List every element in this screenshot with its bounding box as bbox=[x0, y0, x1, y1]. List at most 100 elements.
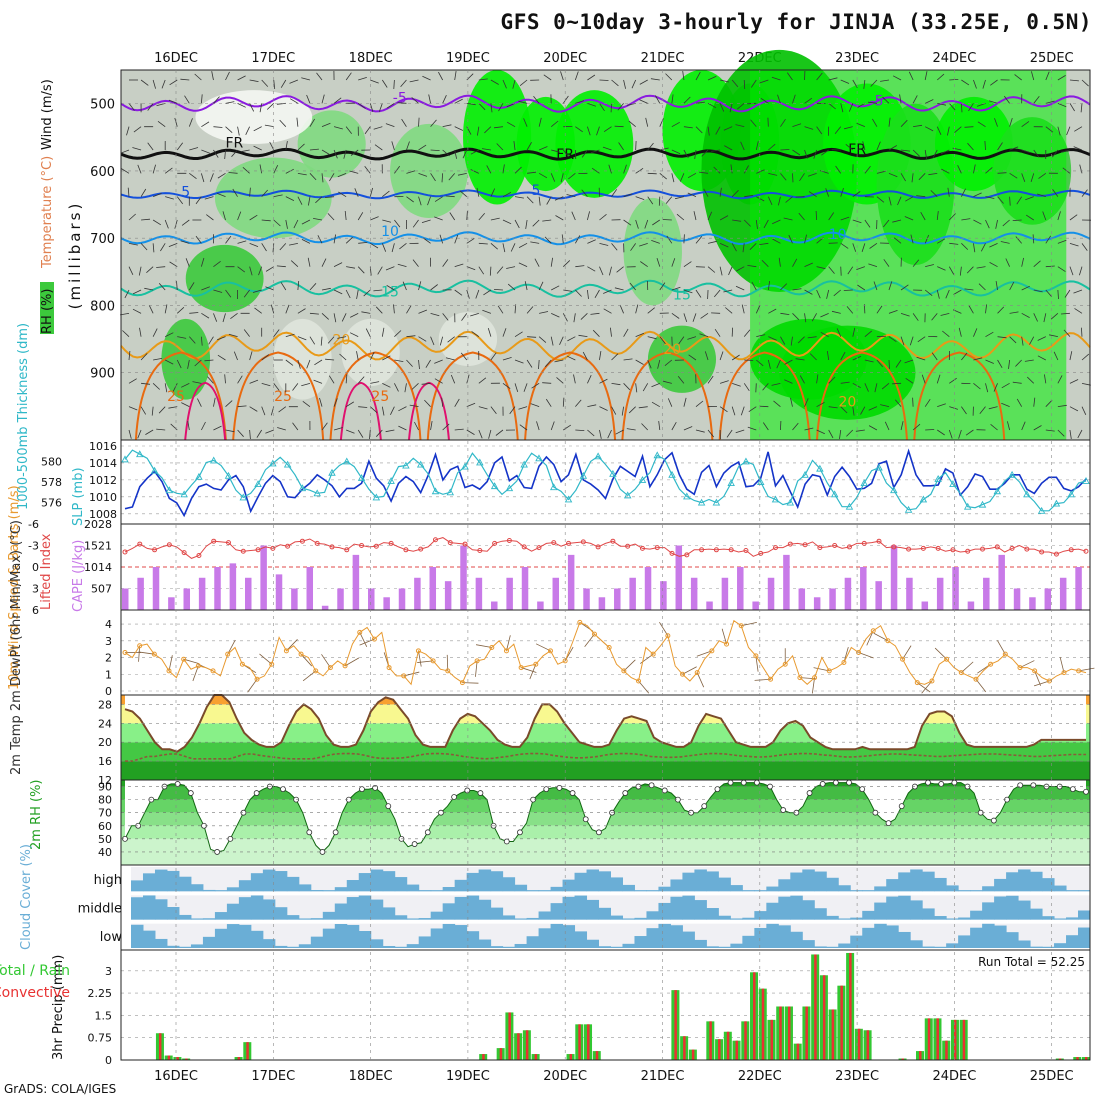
rh-shading bbox=[438, 312, 498, 366]
wind-barb bbox=[441, 173, 444, 183]
cloud-cell bbox=[190, 884, 204, 892]
cloud-cell bbox=[382, 871, 396, 892]
cloud-cell bbox=[178, 876, 192, 892]
wind-barb bbox=[216, 336, 226, 341]
wind-barb bbox=[813, 667, 830, 672]
cloud-cell bbox=[658, 886, 671, 892]
wind-barb bbox=[550, 336, 554, 346]
wind-barb bbox=[868, 263, 878, 268]
wind-barb bbox=[804, 234, 807, 244]
wind-barb bbox=[756, 359, 764, 367]
cloud-cell bbox=[646, 890, 659, 892]
cloud-cell bbox=[1042, 878, 1055, 892]
wind-barb bbox=[941, 168, 950, 174]
cloud-cell bbox=[946, 943, 959, 948]
wind-barb bbox=[599, 242, 609, 246]
wind-barb bbox=[750, 79, 757, 88]
wind-barb bbox=[888, 359, 890, 370]
wind-barb bbox=[683, 126, 693, 129]
wind-legend-label: Wind (m/s) bbox=[40, 79, 55, 150]
wind-barb bbox=[475, 644, 492, 648]
wind-barb bbox=[206, 214, 214, 221]
pressure-tick-label: 900 bbox=[90, 367, 115, 382]
wind-barb bbox=[285, 196, 295, 201]
wind-barb bbox=[659, 621, 669, 636]
wind-barb bbox=[644, 219, 649, 229]
rh-marker bbox=[767, 783, 773, 790]
wind-barb bbox=[591, 167, 600, 174]
wind-barb bbox=[575, 399, 582, 407]
wind-barb bbox=[647, 196, 654, 205]
date-label-top: 24DEC bbox=[932, 51, 976, 66]
wind-barb bbox=[333, 313, 337, 323]
wind-barb bbox=[237, 375, 243, 384]
wind-barb bbox=[369, 103, 374, 113]
wind-barb bbox=[382, 382, 391, 388]
wind-barb bbox=[280, 79, 287, 88]
temperature-contour bbox=[407, 381, 450, 441]
rh-marker bbox=[1030, 782, 1037, 789]
wind-barb bbox=[514, 383, 519, 393]
cloud-cell bbox=[1078, 890, 1091, 892]
cloud-cell bbox=[550, 903, 564, 920]
wind-barb bbox=[897, 196, 902, 206]
rh-marker bbox=[780, 807, 787, 813]
cloud-cell bbox=[190, 944, 204, 948]
wind-barb bbox=[127, 187, 130, 197]
lifted-index-marker bbox=[166, 542, 172, 548]
cloud-cell bbox=[910, 900, 923, 920]
wind-barb bbox=[567, 355, 576, 361]
wind-barb bbox=[527, 171, 537, 174]
wind-barb bbox=[377, 266, 383, 275]
wind-barb bbox=[582, 351, 588, 361]
cape-bar bbox=[952, 567, 959, 610]
wind-barb bbox=[785, 196, 793, 203]
temperature-tick-label: 24 bbox=[98, 717, 112, 730]
wind-speed-marker bbox=[1061, 670, 1067, 676]
precip-convective-bar bbox=[587, 1024, 590, 1060]
cloud-cell bbox=[250, 873, 264, 892]
wind-barb bbox=[390, 406, 395, 415]
wind-barb bbox=[409, 79, 419, 83]
cape-bar bbox=[798, 588, 806, 610]
lifted-index-marker bbox=[1083, 548, 1089, 554]
wind-barb bbox=[985, 167, 993, 174]
wind-barb bbox=[856, 266, 865, 270]
wind-barb bbox=[876, 196, 885, 203]
lifted-index-marker bbox=[462, 541, 468, 547]
wind-barb bbox=[880, 79, 890, 82]
wind-barb bbox=[936, 126, 942, 135]
thickness-marker bbox=[520, 460, 528, 468]
wind-barb bbox=[120, 149, 130, 154]
lifted-index-marker bbox=[152, 547, 158, 553]
wind-barb bbox=[703, 188, 709, 197]
cape-bar bbox=[306, 567, 314, 610]
lifted-index-marker bbox=[447, 540, 453, 546]
wind-barb bbox=[821, 149, 829, 156]
wind-barb bbox=[454, 398, 460, 407]
wind-barb bbox=[483, 289, 492, 296]
wind-barb bbox=[237, 429, 244, 437]
wind-barb bbox=[406, 305, 412, 314]
thickness-marker bbox=[372, 493, 381, 501]
wind-barb bbox=[693, 211, 697, 221]
wind-barb bbox=[201, 421, 206, 431]
wind-barb bbox=[201, 286, 210, 291]
wind-barb bbox=[720, 79, 729, 83]
wind-barb bbox=[560, 71, 564, 81]
cloud-cell bbox=[406, 884, 420, 892]
cloud-cell bbox=[166, 906, 180, 920]
wind-barb bbox=[603, 308, 612, 314]
lifted-index-marker bbox=[521, 544, 527, 550]
wind-barb bbox=[329, 173, 335, 182]
wind-barb bbox=[164, 167, 173, 174]
precip-convective-bar bbox=[805, 1006, 808, 1060]
cloud-cell bbox=[754, 890, 767, 892]
wind-barb bbox=[403, 671, 420, 677]
cloud-cell bbox=[454, 896, 468, 920]
wind-barb bbox=[638, 406, 648, 409]
wind-barb bbox=[169, 79, 178, 86]
wind-barb bbox=[225, 235, 232, 244]
cloud-cell bbox=[298, 884, 312, 892]
wind-barb bbox=[476, 187, 480, 197]
